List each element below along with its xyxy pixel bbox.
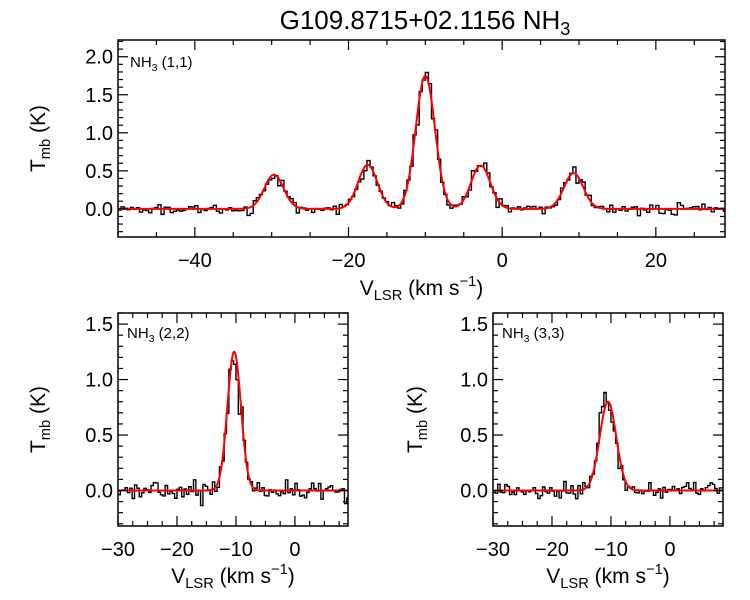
x-tick-label: −20 — [535, 539, 569, 561]
x-tick-label: −10 — [219, 539, 253, 561]
y-axis-label: Tmb (K) — [27, 386, 54, 453]
x-tick-label: 0 — [289, 539, 300, 561]
plot-frame — [117, 39, 726, 238]
y-tick-label: 2.0 — [85, 47, 113, 69]
y-tick-label: 0.5 — [460, 425, 488, 447]
panel-label: NH3 (2,2) — [127, 325, 190, 345]
y-tick-label: 0.5 — [85, 161, 113, 183]
figure-title-sub: 3 — [560, 19, 570, 39]
plot-frame — [117, 312, 349, 527]
x-tick-label: −40 — [178, 250, 212, 272]
x-tick-label: 0 — [664, 539, 675, 561]
y-tick-label: 1.0 — [85, 123, 113, 145]
panel-nh3-1-1: −40 −20 0 20 0.0 0.5 1.0 1.5 2.0 NH3 (1,1) Tmb (K)… — [27, 39, 726, 304]
x-tick-label: −20 — [160, 539, 194, 561]
x-axis-label: VLSR (km s−1) — [360, 274, 484, 304]
x-tick-label: −20 — [332, 250, 366, 272]
y-tick-label: 1.0 — [85, 370, 113, 392]
y-tick-label: 1.5 — [85, 314, 113, 336]
y-tick-label: 0.0 — [460, 481, 488, 503]
gaussian-fit-line — [118, 74, 725, 210]
observed-spectrum — [493, 391, 723, 500]
x-axis-label: VLSR (km s−1) — [546, 562, 670, 592]
x-tick-label: 20 — [645, 250, 667, 272]
figure-title-main: G109.8715+02.1156 NH — [280, 5, 561, 35]
gaussian-fit-line — [118, 350, 348, 492]
y-tick-label: 1.0 — [460, 370, 488, 392]
x-tick-label: −30 — [101, 539, 135, 561]
gaussian-fit-line — [493, 400, 723, 492]
observed-spectrum — [118, 71, 725, 217]
y-tick-label: 1.5 — [85, 85, 113, 107]
plot-frame — [492, 312, 724, 527]
y-tick-label: 1.5 — [460, 314, 488, 336]
y-tick-label: 0.0 — [85, 199, 113, 221]
x-axis-label: VLSR (km s−1) — [171, 562, 295, 592]
x-tick-label: −30 — [476, 539, 510, 561]
figure-title: G109.8715+02.1156 NH3 — [280, 5, 571, 39]
panel-label: NH3 (1,1) — [130, 54, 193, 74]
y-tick-label: 0.0 — [85, 481, 113, 503]
panel-nh3-3-3: −30 −20 −10 0 0.0 0.5 1.0 1.5 NH3 (3,3) Tmb (K) VL… — [404, 312, 724, 592]
x-tick-label: −10 — [594, 539, 628, 561]
panel-nh3-2-2: −30 −20 −10 0 0.0 0.5 1.0 1.5 NH3 (2,2) Tmb (K) VL… — [27, 312, 349, 592]
y-axis-label: Tmb (K) — [27, 105, 54, 172]
panel-label: NH3 (3,3) — [502, 325, 565, 345]
observed-spectrum — [118, 360, 348, 507]
y-tick-label: 0.5 — [85, 425, 113, 447]
x-tick-label: 0 — [497, 250, 508, 272]
y-axis-label: Tmb (K) — [404, 386, 431, 453]
